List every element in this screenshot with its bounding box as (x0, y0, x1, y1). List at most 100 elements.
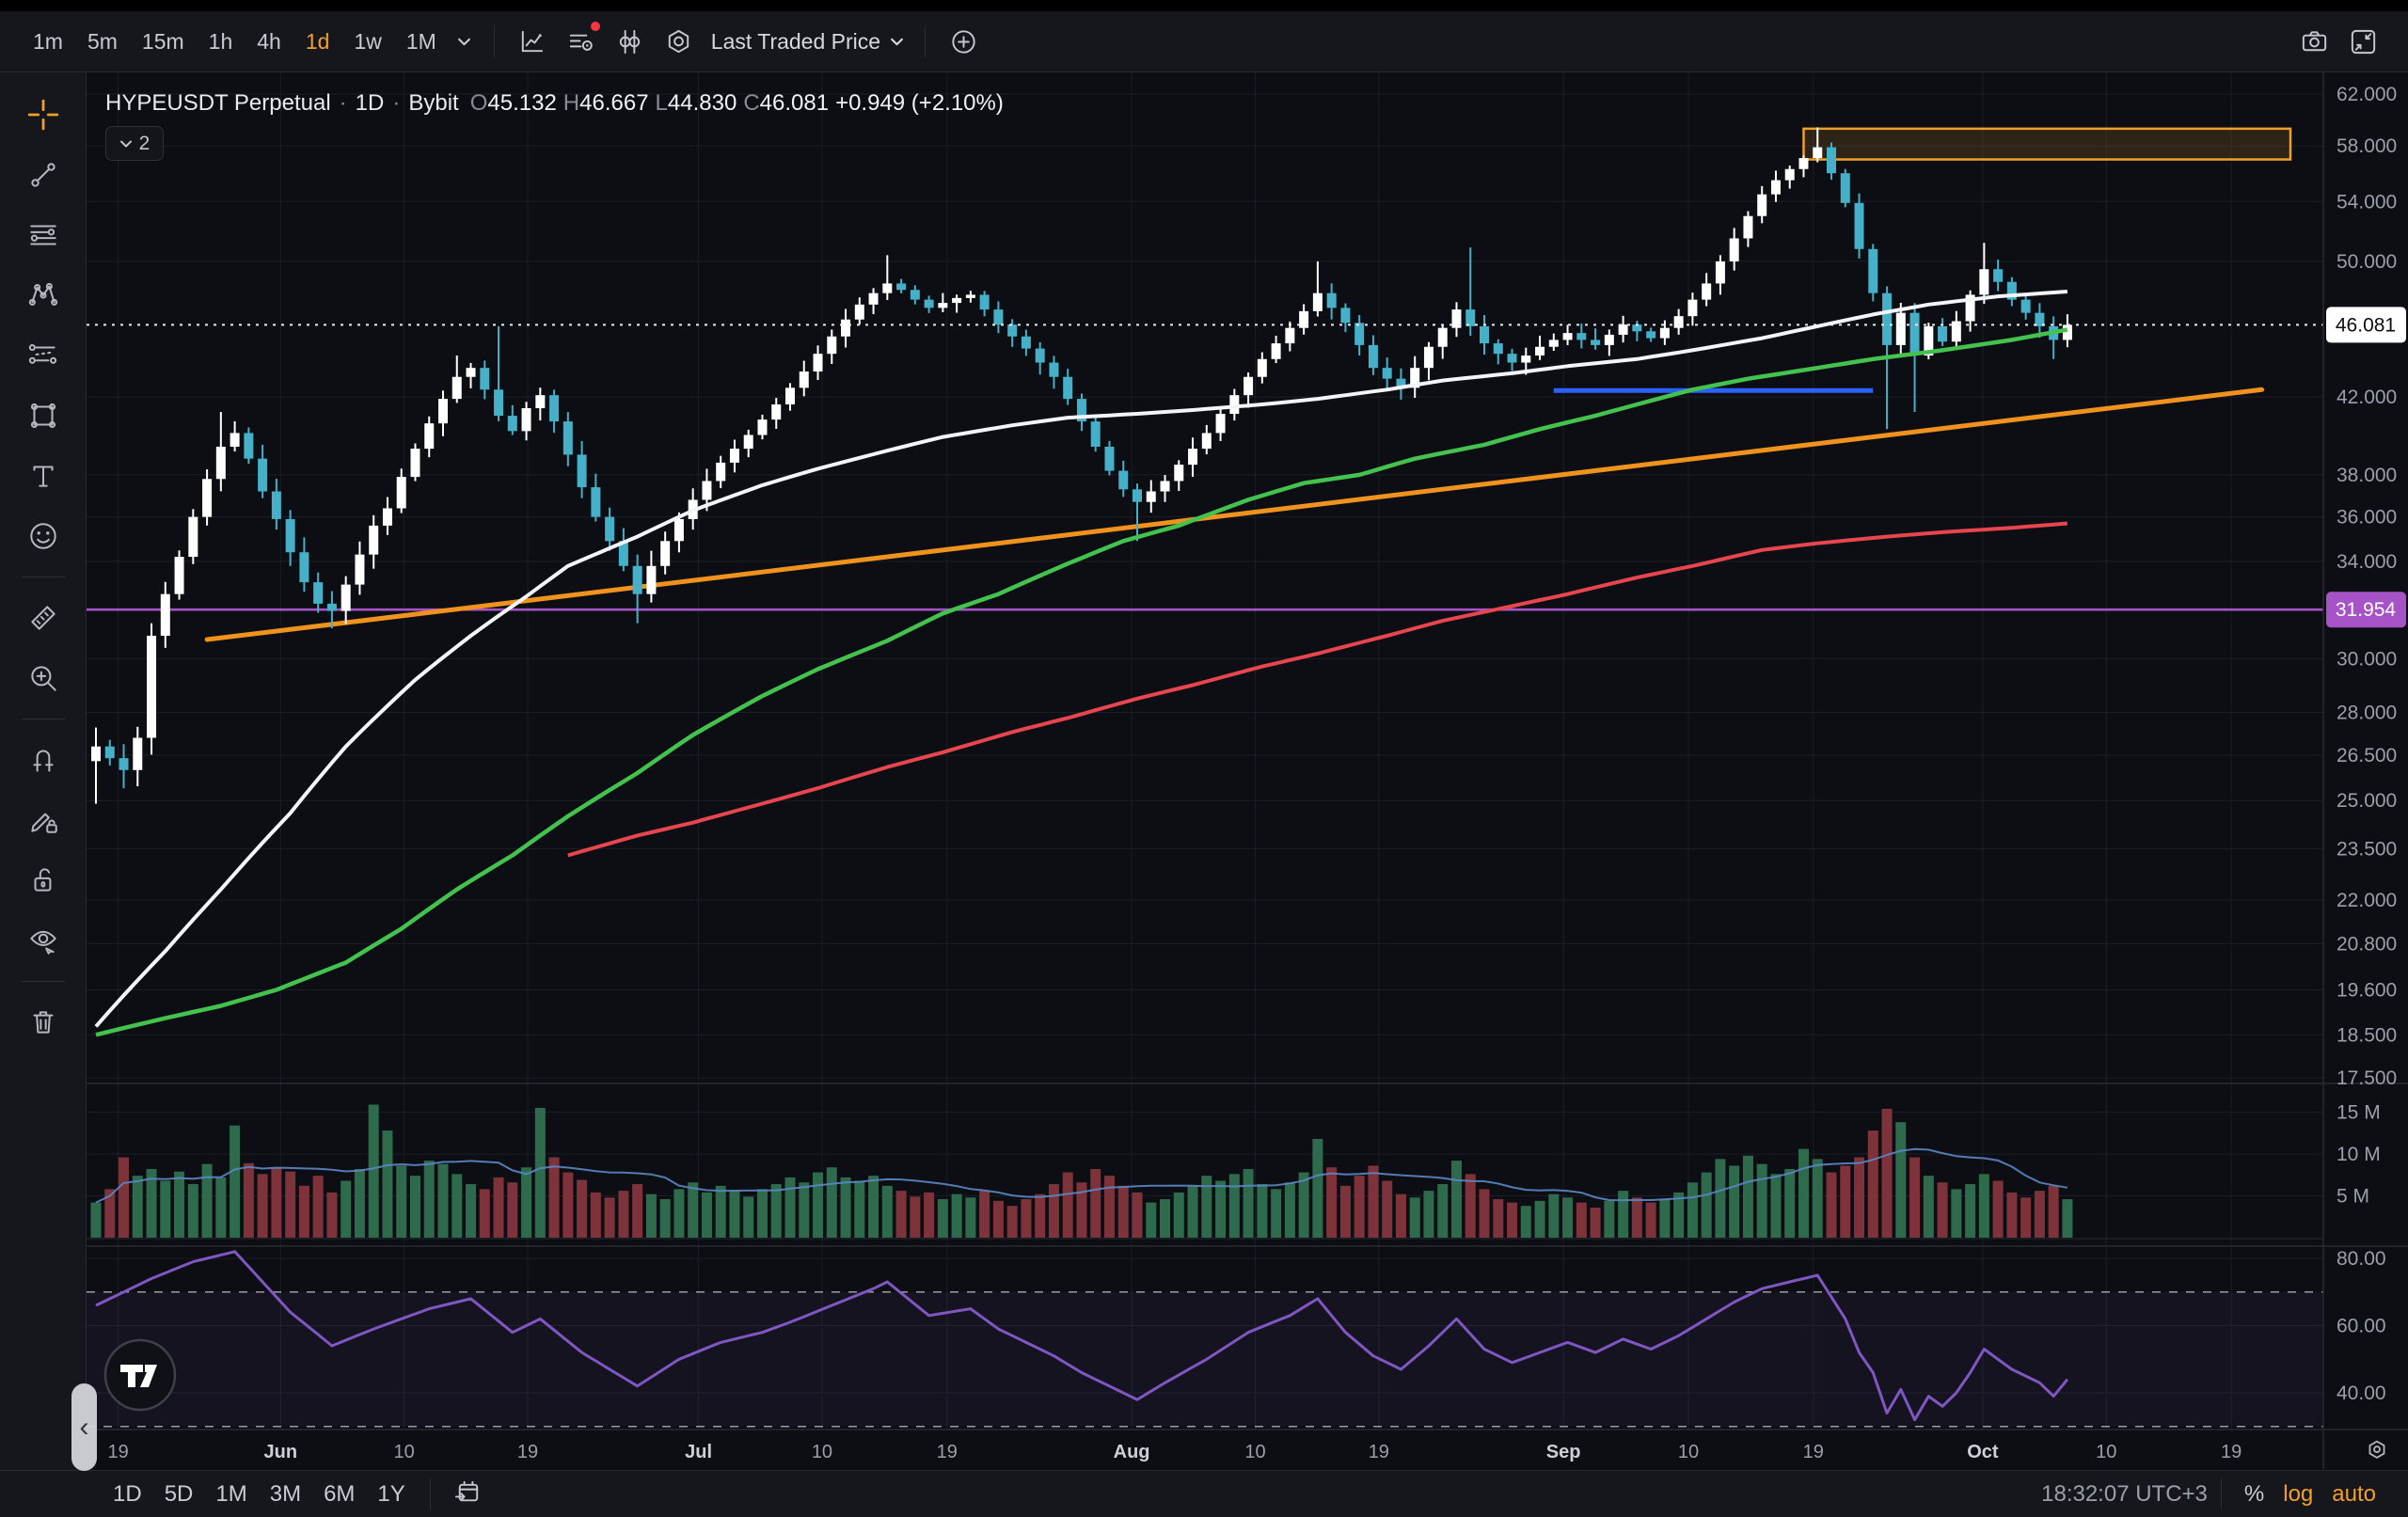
percent-scale-button[interactable]: % (2235, 1477, 2273, 1511)
svg-text:10: 10 (1678, 1442, 1699, 1462)
tool-remove-drawings[interactable] (16, 995, 71, 1050)
indicator-templates-button[interactable] (559, 19, 604, 64)
price-source-label: Last Traded Price (710, 28, 881, 54)
notification-dot (590, 22, 600, 31)
chart-settings-button[interactable] (657, 19, 702, 64)
tool-emoji[interactable] (16, 509, 71, 563)
range-1D[interactable]: 1D (102, 1477, 153, 1511)
indicators-button[interactable] (510, 19, 555, 64)
tool-lock-all[interactable] (16, 853, 71, 908)
svg-text:19: 19 (517, 1442, 538, 1462)
compare-button[interactable] (608, 19, 653, 64)
ruler-icon (30, 606, 55, 630)
interval-dropdown-button[interactable] (451, 19, 479, 64)
tool-rectangle[interactable] (16, 388, 71, 443)
log-scale-button[interactable]: log (2273, 1477, 2322, 1511)
tool-trend-line[interactable] (16, 148, 71, 202)
price-source-dropdown[interactable]: Last Traded Price (704, 24, 911, 60)
scroll-left-handle[interactable]: ‹ (71, 1383, 97, 1471)
tool-text[interactable] (16, 449, 71, 503)
range-6M[interactable]: 6M (312, 1477, 366, 1511)
rectangle-icon (30, 403, 55, 429)
go-to-date-button[interactable] (446, 1472, 491, 1517)
minimize-button[interactable] (2340, 19, 2385, 64)
tradingview-logo[interactable] (102, 1336, 179, 1414)
tool-measure[interactable] (16, 591, 71, 645)
tool-projection[interactable] (16, 328, 71, 383)
interval-4h[interactable]: 4h (245, 24, 293, 60)
svg-text:30.000: 30.000 (2337, 648, 2397, 670)
svg-text:17.500: 17.500 (2337, 1067, 2397, 1089)
svg-text:80.00: 80.00 (2337, 1248, 2386, 1270)
high-label: H (562, 90, 580, 116)
svg-text:46.081: 46.081 (2336, 314, 2396, 336)
symbol-info-bar: HYPEUSDT Perpetual · 1D · Bybit O 45.132 … (105, 90, 1004, 117)
ma-red-line (567, 521, 2068, 858)
pane-dividers[interactable] (87, 72, 2408, 1469)
svg-text:10: 10 (1244, 1442, 1265, 1462)
legend-collapse-button[interactable]: 2 (105, 126, 164, 161)
svg-text:50.000: 50.000 (2337, 251, 2397, 273)
tool-hide-drawings[interactable] (16, 913, 71, 968)
magnet-icon (32, 750, 54, 772)
lock-open-icon (34, 868, 51, 892)
range-1M[interactable]: 1M (204, 1477, 258, 1511)
svg-text:10: 10 (394, 1442, 415, 1462)
add-chart-button[interactable] (941, 19, 986, 64)
toolbar-separator (2220, 1477, 2222, 1510)
svg-text:26.500: 26.500 (2337, 745, 2397, 766)
screenshot-button[interactable] (2291, 19, 2337, 64)
price-axis[interactable]: 62.000 58.000 54.000 50.000 42.000 38.000 36.0… (2337, 84, 2397, 1404)
svg-text:58.000: 58.000 (2337, 135, 2397, 157)
tool-zoom-in[interactable] (16, 651, 71, 705)
interval-1M[interactable]: 1M (394, 24, 449, 60)
range-1Y[interactable]: 1Y (366, 1477, 416, 1511)
trend-line-drawing[interactable] (204, 387, 2265, 642)
top-toolbar: 1m 5m 15m 1h 4h 1d 1w 1M Last Traded Pri… (0, 11, 2408, 72)
trash-icon (32, 1011, 54, 1034)
bottom-toolbar: 1D 5D 1M 3M 6M 1Y 18:32:07 UTC+3 % log a… (0, 1470, 2408, 1517)
range-switcher: 1D 5D 1M 3M 6M 1Y (102, 1477, 417, 1511)
svg-text:34.000: 34.000 (2337, 551, 2397, 573)
ma-green-line (95, 327, 2068, 1037)
chevron-down-icon (891, 38, 903, 45)
svg-text:28.000: 28.000 (2337, 702, 2397, 723)
svg-text:10: 10 (2096, 1442, 2116, 1462)
time-axis[interactable]: 19 Jun 10 19 Jul 10 19 Aug 10 19 Sep 10 19 Oct 10 19 (107, 1442, 2242, 1462)
tool-xabcd-pattern[interactable] (16, 268, 71, 323)
tool-drawing-mode-lock[interactable] (16, 793, 71, 847)
auto-scale-button[interactable]: auto (2322, 1477, 2385, 1511)
tool-crosshair[interactable] (16, 87, 71, 142)
interval-15m[interactable]: 15m (130, 24, 197, 60)
svg-text:19: 19 (107, 1442, 128, 1462)
range-5D[interactable]: 5D (153, 1477, 205, 1511)
interval-1d[interactable]: 1d (293, 24, 342, 60)
svg-text:31.954: 31.954 (2336, 599, 2397, 621)
close-label: C (743, 90, 760, 116)
tool-horizontal-lines[interactable] (16, 208, 71, 262)
chevron-down-icon (458, 38, 471, 45)
toolbar-separator (493, 25, 495, 57)
interval-1m[interactable]: 1m (21, 24, 75, 60)
svg-text:20.800: 20.800 (2337, 933, 2397, 955)
interval-1w[interactable]: 1w (341, 24, 393, 60)
interval-5m[interactable]: 5m (75, 24, 130, 60)
camera-icon (2302, 30, 2326, 51)
interval-1h[interactable]: 1h (197, 24, 246, 60)
timezone-settings-button[interactable] (2356, 1431, 2398, 1469)
alert-price-badge: 31.954 (2326, 592, 2406, 628)
clock[interactable]: 18:32:07 UTC+3 (2041, 1480, 2208, 1507)
chart-line-icon (522, 30, 544, 52)
high-value: 46.667 (579, 90, 649, 116)
range-3M[interactable]: 3M (259, 1477, 312, 1511)
svg-text:19: 19 (1369, 1442, 1389, 1462)
tool-magnet[interactable] (16, 733, 71, 787)
candlestick-series (91, 127, 2072, 804)
pattern-icon (28, 282, 57, 306)
supply-zone-box[interactable] (1802, 127, 2292, 161)
svg-text:40.00: 40.00 (2337, 1383, 2386, 1404)
low-label: L (655, 90, 668, 116)
symbol-title[interactable]: HYPEUSDT Perpetual (105, 90, 331, 116)
gear-hexagon-icon (2368, 1440, 2385, 1459)
